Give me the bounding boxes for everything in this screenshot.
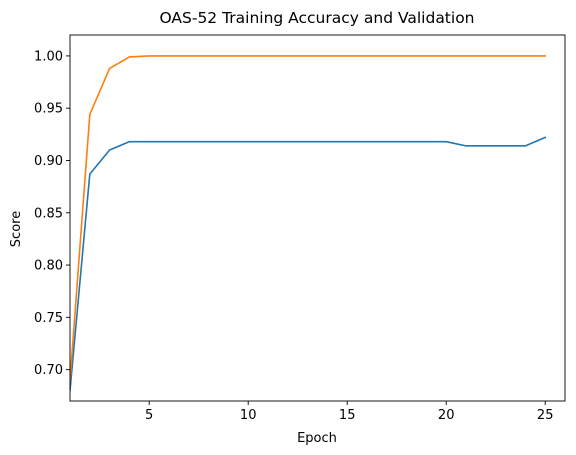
- plot-frame: [69, 34, 566, 402]
- series-line-1: [70, 136, 547, 392]
- series-line-2: [70, 55, 547, 381]
- x-tick-label: 10: [240, 408, 257, 423]
- x-axis-label: Epoch: [297, 431, 337, 446]
- chart-title: OAS-52 Training Accuracy and Validation: [159, 9, 474, 27]
- x-tick-label: 20: [438, 408, 455, 423]
- y-tick-label: 1.00: [34, 49, 63, 64]
- ticks-layer: 5 10 15 20 25 0.70 0.75 0.80 0.85 0.90 0.95 1.00: [34, 49, 553, 423]
- y-tick-label: 0.85: [34, 206, 63, 221]
- series-layer: [70, 55, 547, 392]
- y-tick-label: 0.95: [34, 102, 63, 117]
- y-tick-label: 0.70: [34, 363, 63, 378]
- y-tick-label: 0.75: [34, 311, 63, 326]
- y-tick-label: 0.80: [34, 259, 63, 274]
- y-tick-label: 0.90: [34, 154, 63, 169]
- x-tick-label: 5: [145, 408, 153, 423]
- y-axis-label: Score: [9, 211, 24, 247]
- x-tick-label: 15: [339, 408, 356, 423]
- x-tick-label: 25: [537, 408, 554, 423]
